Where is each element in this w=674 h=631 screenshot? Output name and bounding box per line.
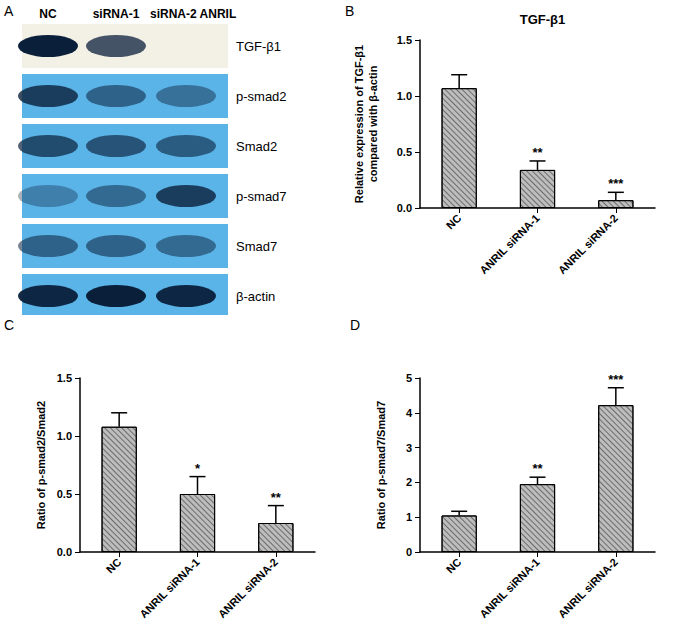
svg-text:ANRIL siRNA-2: ANRIL siRNA-2 (556, 556, 620, 620)
svg-text:NC: NC (444, 556, 464, 576)
svg-text:siRNA-2 ANRIL: siRNA-2 ANRIL (150, 7, 236, 21)
svg-text:ANRIL siRNA-2: ANRIL siRNA-2 (216, 556, 280, 620)
svg-text:**: ** (532, 461, 543, 476)
svg-text:A: A (4, 3, 14, 19)
svg-text:Smad7: Smad7 (236, 239, 277, 254)
svg-text:siRNA-1: siRNA-1 (93, 7, 140, 21)
svg-text:1.0: 1.0 (397, 90, 412, 102)
svg-text:β-actin: β-actin (236, 289, 275, 304)
svg-text:1.0: 1.0 (57, 430, 72, 442)
svg-text:**: ** (532, 145, 543, 160)
svg-text:TGF-β1: TGF-β1 (520, 12, 566, 27)
svg-text:***: *** (608, 372, 624, 387)
svg-text:0.0: 0.0 (397, 202, 412, 214)
svg-text:0.0: 0.0 (57, 546, 72, 558)
svg-text:0.5: 0.5 (397, 146, 412, 158)
svg-text:Relative expression of TGF-β1: Relative expression of TGF-β1 (353, 45, 365, 203)
svg-text:B: B (345, 3, 354, 19)
svg-text:*: * (195, 461, 201, 476)
svg-text:ANRIL siRNA-1: ANRIL siRNA-1 (137, 556, 201, 620)
svg-text:ANRIL siRNA-1: ANRIL siRNA-1 (477, 212, 541, 276)
svg-text:1.5: 1.5 (397, 34, 412, 46)
svg-text:0.5: 0.5 (57, 488, 72, 500)
svg-text:NC: NC (104, 556, 124, 576)
svg-text:D: D (350, 317, 360, 333)
svg-text:Ratio of p-smad7/Smad7: Ratio of p-smad7/Smad7 (375, 401, 387, 529)
svg-text:2: 2 (406, 476, 412, 488)
svg-text:3: 3 (406, 442, 412, 454)
svg-text:***: *** (608, 176, 624, 191)
svg-text:1: 1 (406, 511, 412, 523)
svg-text:p-smad2: p-smad2 (236, 89, 287, 104)
svg-text:Ratio of p-smad2/Smad2: Ratio of p-smad2/Smad2 (35, 401, 47, 529)
svg-text:C: C (4, 317, 14, 333)
svg-text:Smad2: Smad2 (236, 139, 277, 154)
svg-text:5: 5 (406, 372, 412, 384)
svg-text:NC: NC (39, 7, 57, 21)
svg-text:ANRIL siRNA-2: ANRIL siRNA-2 (556, 212, 620, 276)
svg-text:TGF-β1: TGF-β1 (236, 39, 281, 54)
svg-text:4: 4 (406, 407, 413, 419)
svg-text:p-smad7: p-smad7 (236, 189, 287, 204)
svg-text:NC: NC (444, 212, 464, 232)
svg-text:0: 0 (406, 546, 412, 558)
svg-text:compared with β-actin: compared with β-actin (367, 65, 379, 182)
svg-text:1.5: 1.5 (57, 372, 72, 384)
svg-text:ANRIL siRNA-1: ANRIL siRNA-1 (477, 556, 541, 620)
svg-text:**: ** (271, 490, 282, 505)
